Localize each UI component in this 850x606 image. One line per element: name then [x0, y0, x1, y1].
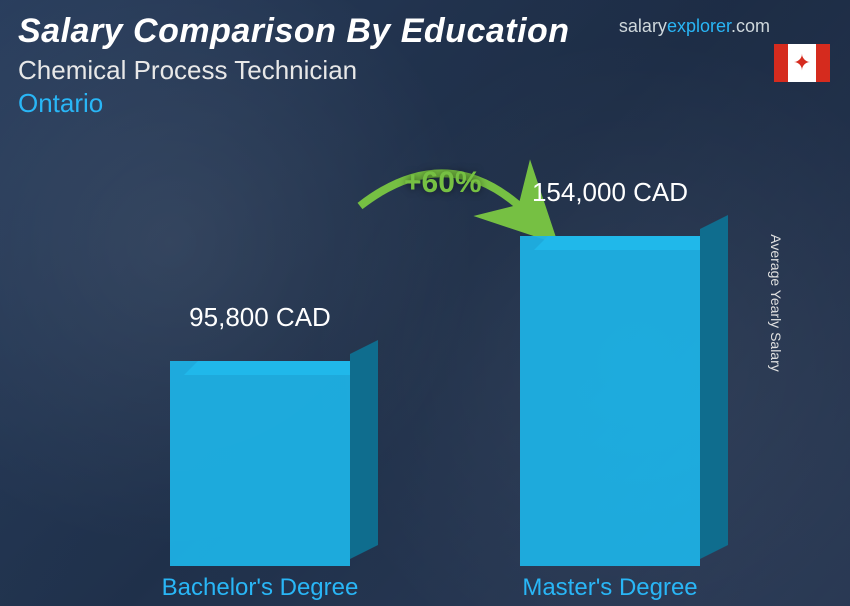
maple-leaf-icon: ✦	[793, 52, 811, 74]
location-label: Ontario	[18, 88, 832, 119]
brand-suffix: .com	[731, 16, 770, 36]
brand-logo: salaryexplorer.com	[619, 16, 770, 37]
bar	[170, 361, 350, 566]
bar-side	[700, 215, 728, 559]
flag-band-left	[774, 44, 788, 82]
bar	[520, 236, 700, 566]
bar-group: 95,800 CADBachelor's Degree	[150, 361, 370, 566]
bar-front	[170, 361, 350, 566]
brand-prefix: salary	[619, 16, 667, 36]
bar-category-label: Bachelor's Degree	[120, 574, 400, 602]
bar-value-label: 95,800 CAD	[120, 302, 400, 333]
bar-group: 154,000 CADMaster's Degree	[500, 236, 720, 566]
bar-front	[520, 236, 700, 566]
job-title: Chemical Process Technician	[18, 55, 832, 86]
bar-value-label: 154,000 CAD	[470, 177, 750, 208]
country-flag: ✦	[774, 44, 830, 82]
salary-chart: +60% 95,800 CADBachelor's Degree154,000 …	[60, 146, 790, 566]
brand-mid: explorer	[667, 16, 731, 36]
bar-side	[350, 340, 378, 559]
flag-band-right	[816, 44, 830, 82]
bar-category-label: Master's Degree	[470, 574, 750, 602]
flag-center: ✦	[788, 44, 816, 82]
